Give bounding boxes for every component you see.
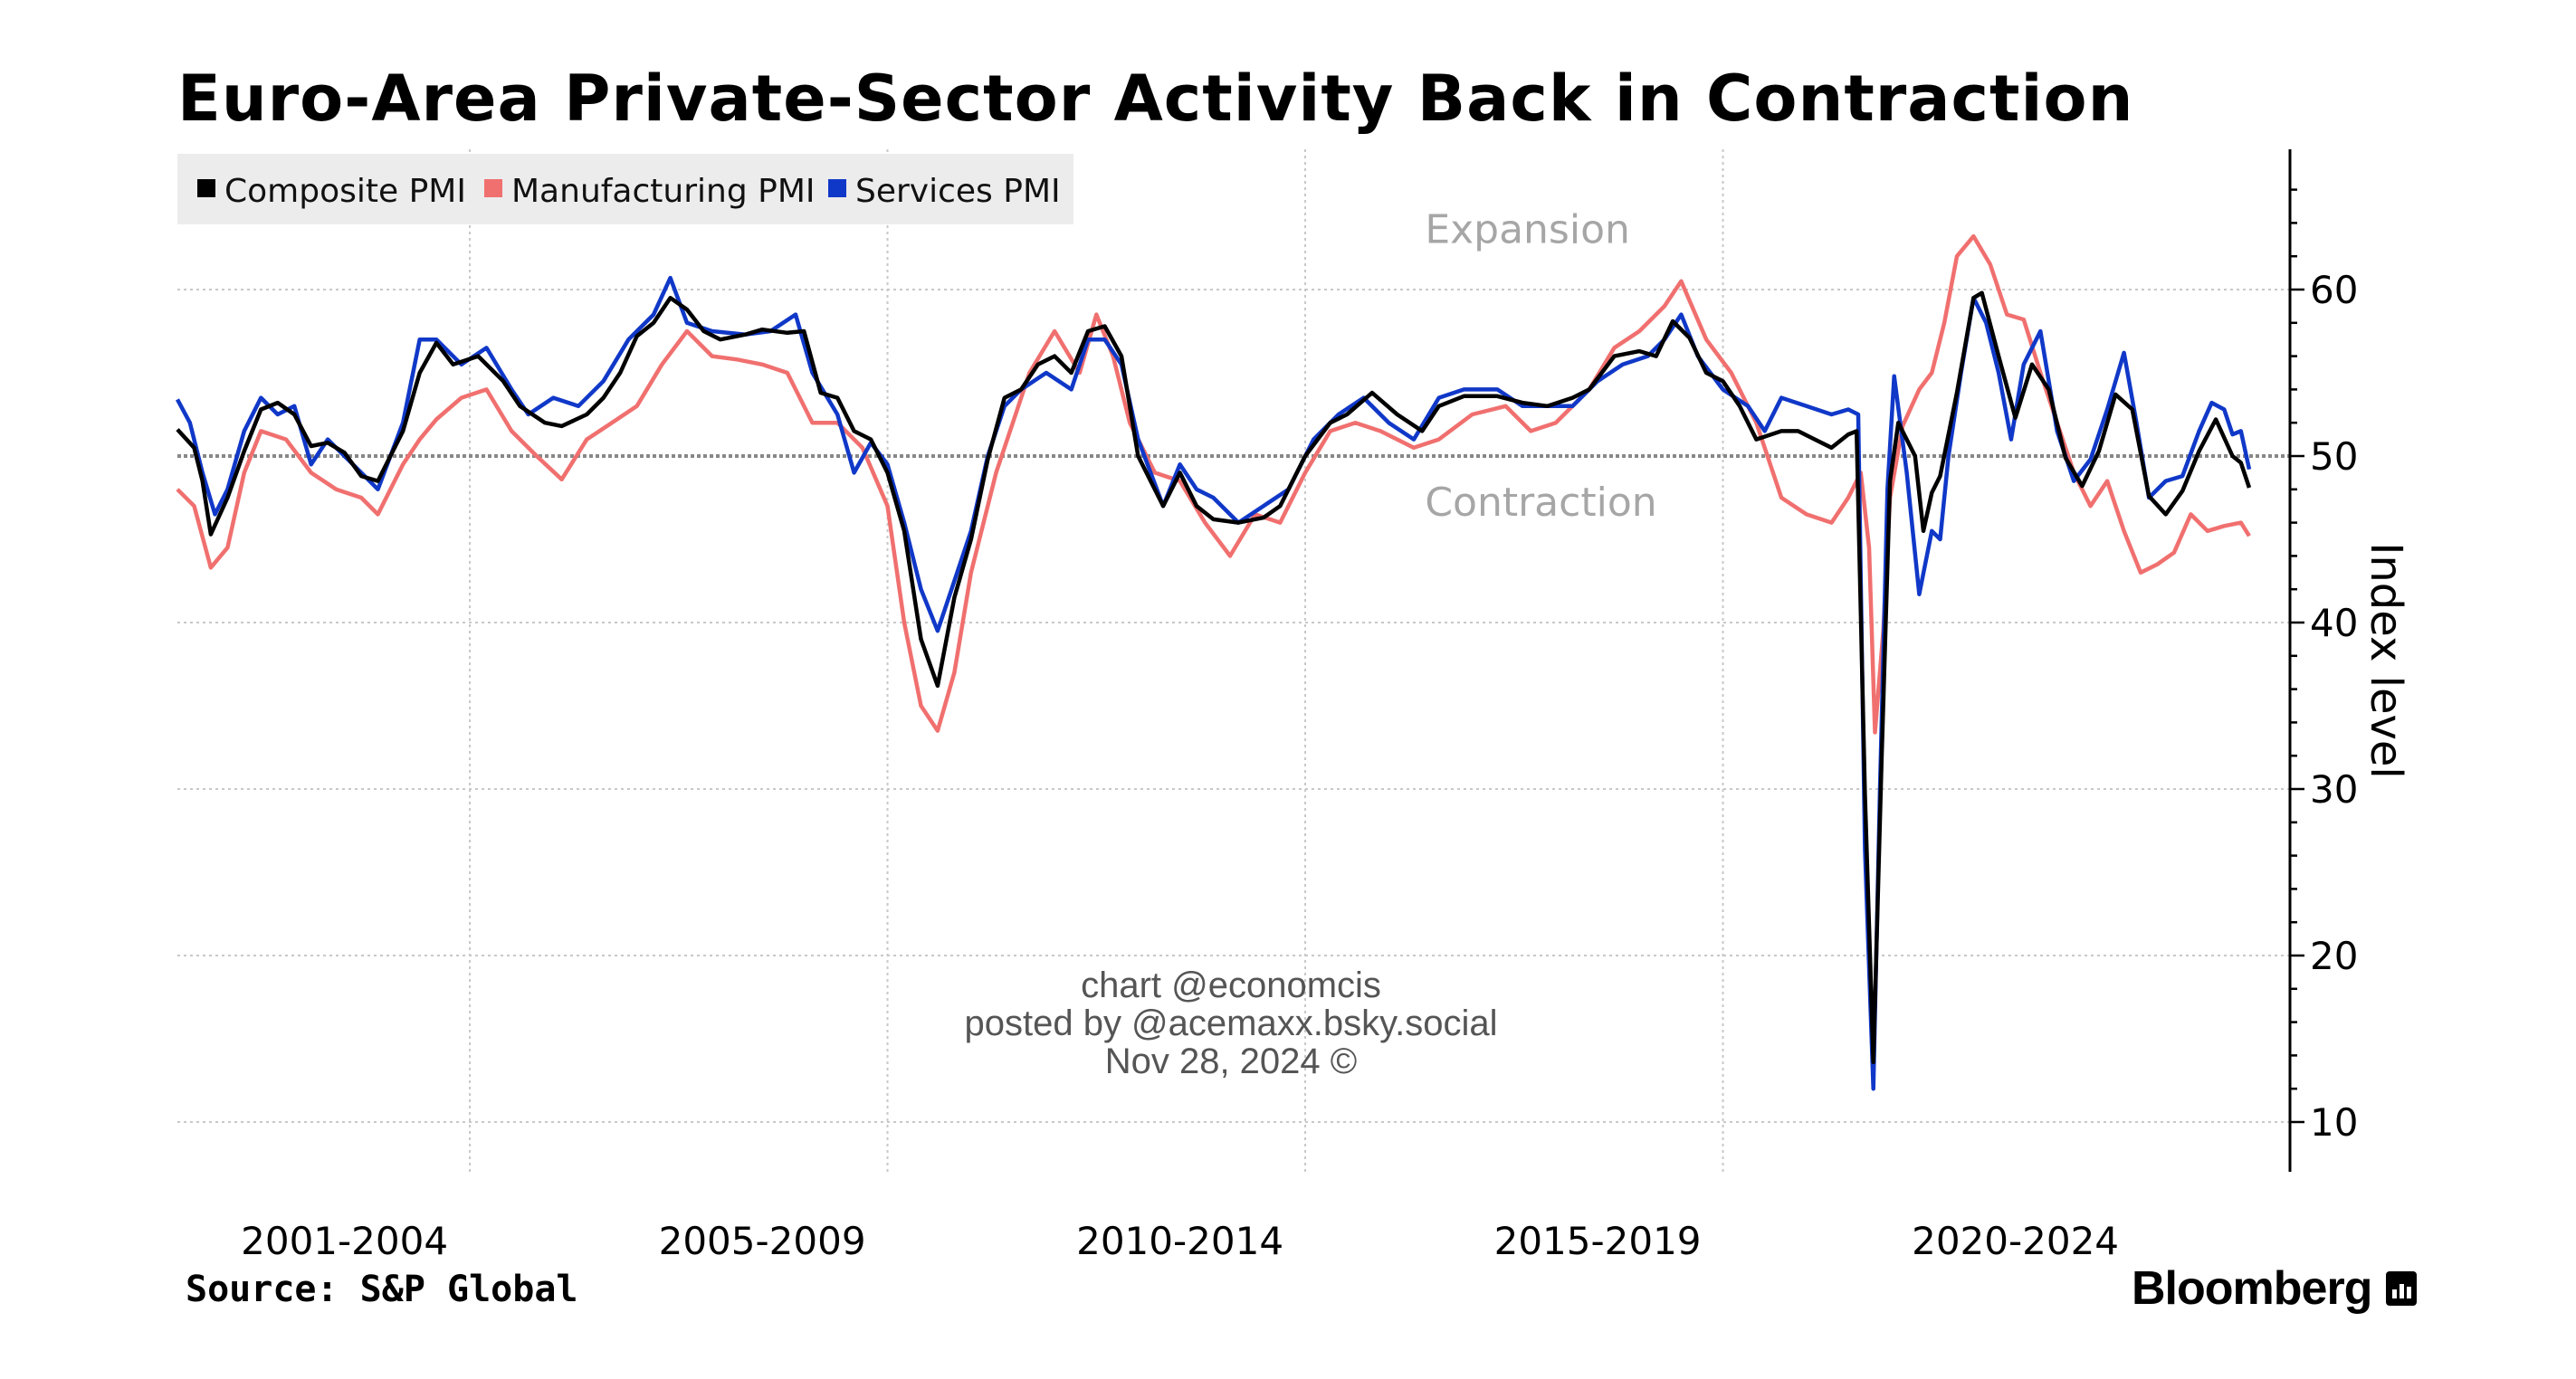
series-line-composite [176, 290, 2252, 1065]
legend: Composite PMI Manufacturing PMI Services P… [177, 154, 1073, 224]
legend-box [177, 154, 1073, 224]
series-lines [176, 233, 2252, 1091]
source-note: Source: S&P Global [186, 1269, 578, 1310]
watermark-line-2: posted by @acemaxx.bsky.social [964, 1003, 1498, 1043]
y-tick-label: 30 [2310, 767, 2358, 812]
y-axis: 10 20 30 40 50 60 Index level [2288, 149, 2411, 1172]
x-tick-label: 2010-2014 [1076, 1219, 1283, 1263]
legend-label-composite: Composite PMI [224, 173, 466, 210]
bloomberg-terminal-icon [2386, 1271, 2418, 1306]
watermark: chart @economcis posted by @acemaxx.bsky… [950, 966, 1512, 1080]
x-tick-label: 2005-2009 [659, 1219, 866, 1263]
y-tick-label: 60 [2310, 268, 2358, 312]
watermark-line-1: chart @economcis [1081, 965, 1381, 1005]
annotation-label: Contraction [1425, 480, 1656, 526]
y-tick-label: 50 [2310, 434, 2358, 479]
legend-swatch-manufacturing [484, 179, 502, 197]
x-tick-label: 2020-2024 [1912, 1219, 2119, 1263]
y-tick-label: 20 [2310, 934, 2358, 978]
bloomberg-logo: Bloomberg [2132, 1261, 2418, 1316]
series-line-manufacturing [176, 233, 2251, 735]
y-axis-title: Index level [2361, 542, 2411, 779]
legend-label-manufacturing: Manufacturing PMI [511, 173, 816, 210]
watermark-line-3: Nov 28, 2024 © [1104, 1041, 1358, 1081]
legend-label-services: Services PMI [855, 173, 1061, 210]
brand-name: Bloomberg [2132, 1262, 2372, 1315]
x-tick-label: 2015-2019 [1494, 1219, 1702, 1263]
y-tick-label: 10 [2310, 1100, 2358, 1145]
x-axis-labels: 2001-2004 2005-2009 2010-2014 2015-2019 2020… [241, 1219, 2119, 1263]
y-tick-label: 40 [2310, 601, 2358, 645]
legend-swatch-services [828, 179, 846, 197]
chart-title: Euro-Area Private-Sector Activity Back i… [177, 62, 2134, 136]
annotations: Expansion Contraction [1425, 206, 1656, 526]
legend-swatch-composite [197, 179, 215, 197]
annotation-label: Expansion [1425, 206, 1630, 252]
x-tick-label: 2001-2004 [241, 1219, 448, 1263]
